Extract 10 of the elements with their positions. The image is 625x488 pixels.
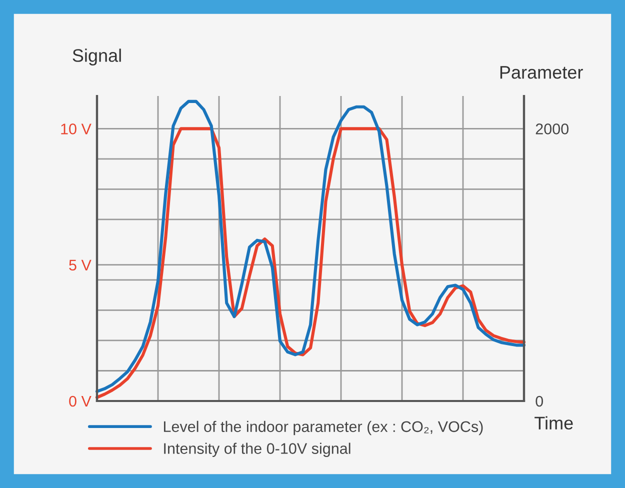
x-axis-title: Time (534, 416, 573, 430)
y-tick-label: 0 V (69, 396, 92, 407)
legend-label: Level of the indoor parameter (ex : CO₂, VOCs) (164, 420, 483, 436)
y2-tick-label: 2000 (536, 124, 568, 134)
y2-tick-label: 0 (536, 396, 544, 407)
y-tick-label: 10 V (61, 124, 92, 134)
legend-label: Intensity of the 0-10V signal (164, 442, 350, 457)
y-tick-label: 5 V (69, 260, 92, 271)
y2-axis-title: Parameter (500, 66, 583, 79)
y-axis-title: Signal (72, 48, 121, 66)
